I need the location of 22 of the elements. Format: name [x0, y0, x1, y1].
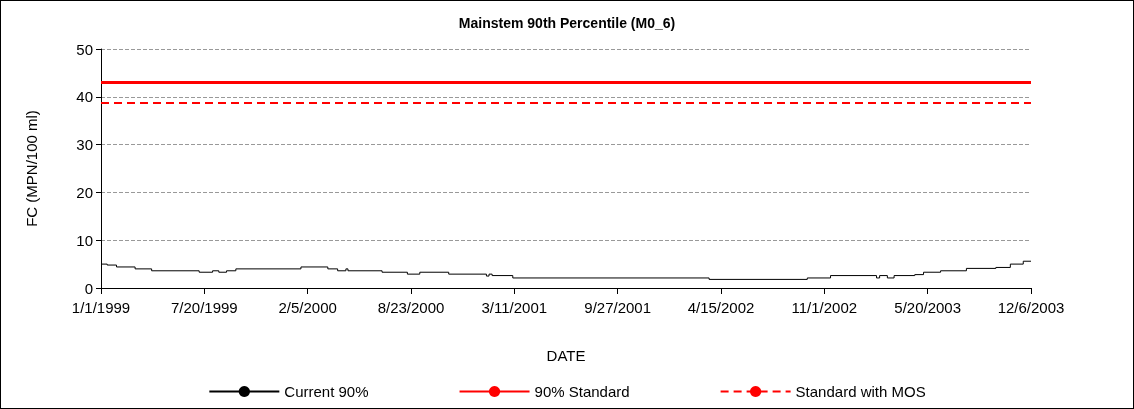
y-tick-label: 40	[76, 88, 93, 106]
x-tick-label: 7/20/1999	[170, 299, 238, 316]
x-tick-label: 3/11/2001	[481, 299, 548, 316]
x-tick-label: 12/6/2003	[997, 299, 1065, 316]
y-tick-label: 10	[76, 231, 93, 249]
legend-label: Current 90%	[284, 383, 369, 400]
chart-title: Mainstem 90th Percentile (M0_6)	[458, 15, 676, 31]
x-tick-label: 4/15/2002	[687, 299, 755, 316]
x-tick-label: 8/23/2000	[377, 299, 445, 316]
y-tick-label: 0	[84, 279, 93, 297]
legend-label: Standard with MOS	[795, 383, 926, 400]
x-axis-title: DATE	[546, 347, 586, 364]
y-tick-label: 20	[76, 183, 93, 201]
y-tick-label: 30	[76, 136, 93, 154]
x-tick-label: 11/1/2002	[791, 299, 858, 316]
legend-label: 90% Standard	[534, 383, 630, 400]
y-tick-label: 50	[76, 40, 93, 58]
x-tick-label: 1/1/1999	[71, 299, 131, 316]
y-axis-title: FC (MPN/100 ml)	[23, 110, 40, 227]
x-tick-label: 9/27/2001	[584, 299, 652, 316]
x-tick-label: 5/20/2003	[894, 299, 962, 316]
x-tick-label: 2/5/2000	[278, 299, 337, 316]
